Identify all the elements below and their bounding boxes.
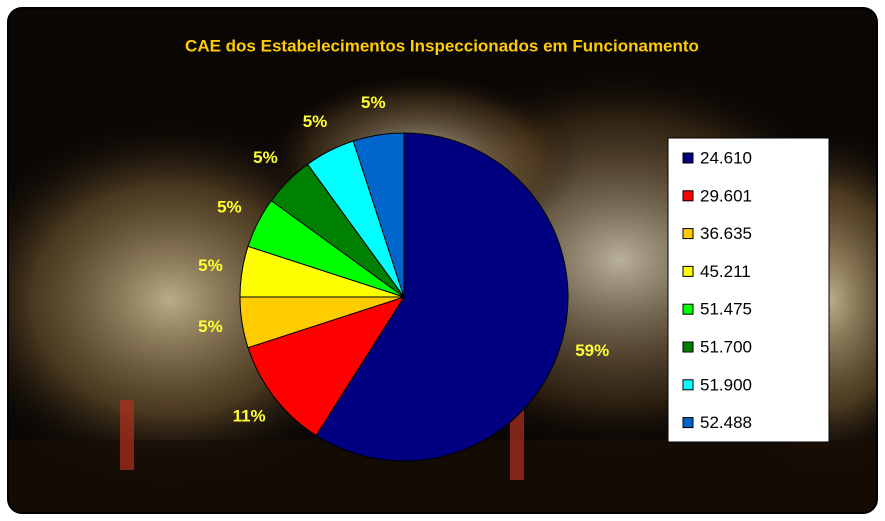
legend-label: 36.635 bbox=[700, 224, 752, 243]
pie-slice bbox=[352, 132, 405, 298]
legend-label: 45.211 bbox=[700, 262, 751, 281]
legend-box bbox=[667, 137, 830, 443]
data-label: 5% bbox=[253, 148, 278, 167]
legend-swatch bbox=[682, 152, 694, 164]
legend-label: 52.488 bbox=[700, 413, 752, 432]
pie-slice bbox=[315, 132, 569, 462]
pie-slice bbox=[247, 296, 406, 437]
legend-label: 51.700 bbox=[700, 337, 752, 356]
data-label: 5% bbox=[198, 256, 223, 275]
legend-swatch bbox=[682, 303, 694, 315]
data-label: 5% bbox=[217, 198, 242, 217]
frame bbox=[7, 7, 878, 514]
legend-label: 51.475 bbox=[700, 300, 752, 319]
legend-swatch bbox=[682, 417, 694, 429]
data-label: 11% bbox=[233, 407, 266, 426]
legend-swatch bbox=[682, 190, 694, 202]
legend-swatch bbox=[682, 265, 694, 277]
data-label: 5% bbox=[198, 317, 223, 336]
legend-swatch bbox=[682, 341, 694, 353]
data-label: 59% bbox=[575, 341, 609, 360]
legend-label: 51.900 bbox=[700, 375, 752, 394]
legend-swatch bbox=[682, 379, 694, 391]
data-label: 5% bbox=[361, 93, 386, 112]
legend-label: 24.610 bbox=[700, 148, 752, 167]
legend-label: 29.601 bbox=[700, 186, 752, 205]
chart-title: CAE dos Estabelecimentos Inspeccionados … bbox=[185, 36, 699, 55]
data-label: 5% bbox=[303, 112, 328, 131]
legend-swatch bbox=[682, 228, 694, 240]
